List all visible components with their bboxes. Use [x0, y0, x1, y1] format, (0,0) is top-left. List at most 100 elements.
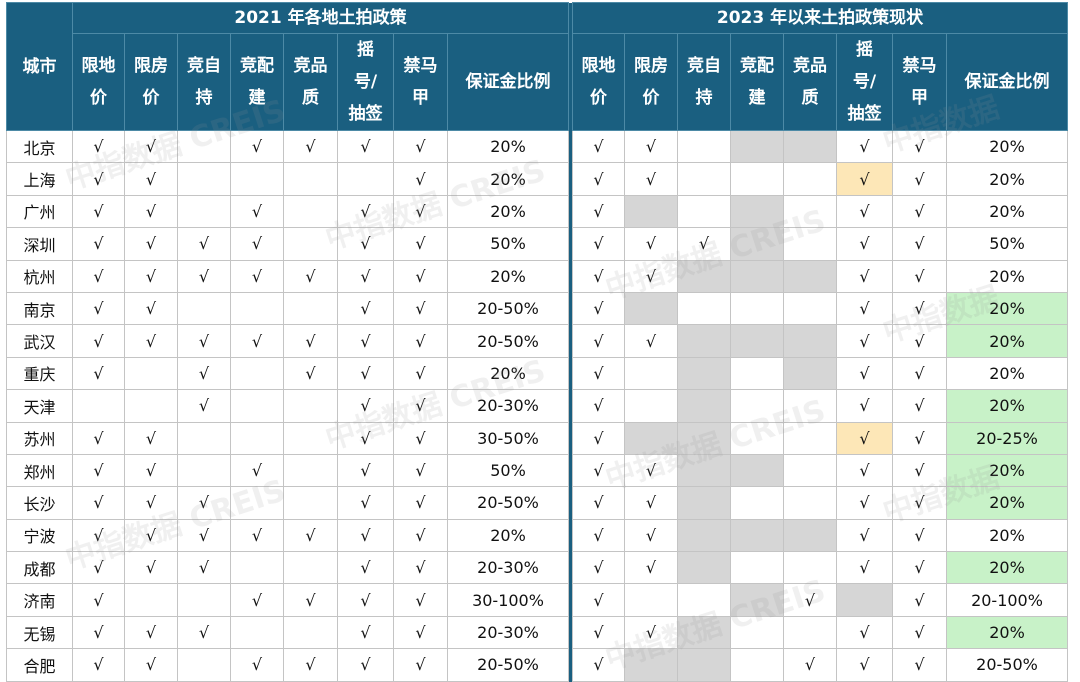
policy-cell-2021	[230, 551, 284, 585]
p2023-column-header: 保证金比例	[946, 33, 1068, 131]
policy-cell-2023: √	[892, 129, 947, 164]
policy-cell-2021: √	[393, 421, 448, 455]
policy-cell-2023	[783, 291, 837, 326]
policy-cell-2023	[730, 227, 784, 261]
policy-cell-2023	[677, 259, 731, 293]
policy-cell-2023: √	[836, 486, 893, 520]
deposit-ratio-2023: 20%	[946, 291, 1068, 326]
policy-cell-2023: √	[836, 356, 893, 391]
policy-cell-2023: √	[836, 648, 893, 682]
policy-cell-2021: √	[337, 583, 394, 617]
city-name: 合肥	[6, 648, 73, 682]
policy-cell-2023: √	[572, 194, 625, 229]
policy-cell-2021: √	[230, 324, 284, 358]
policy-cell-2021: √	[177, 486, 231, 520]
policy-cell-2021: √	[177, 356, 231, 391]
policy-cell-2021: √	[230, 583, 284, 617]
policy-cell-2023	[730, 648, 784, 682]
policy-cell-2021	[230, 162, 284, 196]
policy-cell-2021: √	[230, 194, 284, 229]
deposit-ratio-2023: 20%	[946, 129, 1068, 164]
deposit-ratio-2023: 20%	[946, 194, 1068, 229]
column-header-label: 竞自持	[187, 56, 221, 108]
policy-cell-2021	[177, 453, 231, 488]
policy-cell-2023: √	[572, 518, 625, 553]
land-auction-policy-table: 城市 2021 年各地土拍政策 2023 年以来土拍政策现状 限地价 限房价 竞自持…	[6, 2, 1068, 682]
p2023-column-header: 限房价	[624, 33, 678, 131]
p2021-column-header: 竞品质	[283, 33, 338, 131]
policy-cell-2023	[730, 486, 784, 520]
policy-cell-2021	[283, 389, 338, 423]
policy-cell-2023: √	[572, 421, 625, 455]
policy-cell-2021	[230, 486, 284, 520]
city-name: 重庆	[6, 356, 73, 391]
p2023-column-header: 竞配建	[730, 33, 784, 131]
deposit-ratio-2023: 20%	[946, 389, 1068, 423]
p2021-column-header: 限房价	[124, 33, 178, 131]
group-header-2023: 2023 年以来土拍政策现状	[572, 2, 1068, 34]
deposit-ratio-2021: 20-50%	[447, 648, 569, 682]
group-separator	[568, 260, 573, 293]
group-separator	[568, 551, 573, 584]
policy-cell-2021: √	[283, 324, 338, 358]
policy-cell-2021: √	[337, 421, 394, 455]
policy-cell-2023: √	[892, 291, 947, 326]
table-row: 重庆 √ √ √ √ √ 20% √ √ √ 20%	[6, 356, 1068, 391]
policy-cell-2021: √	[393, 551, 448, 585]
policy-cell-2021: √	[337, 648, 394, 682]
policy-cell-2023: √	[836, 551, 893, 585]
policy-cell-2021: √	[283, 583, 338, 617]
table-body: 北京 √ √ √ √ √ √ 20% √ √ √ √ 20% 上海 √ √ √ 20% √ √ √ √ 20% 广州 √ √ √ √ √…	[6, 129, 1068, 682]
policy-cell-2021: √	[337, 291, 394, 326]
p2021-column-header: 限地价	[72, 33, 125, 131]
policy-cell-2021: √	[230, 227, 284, 261]
policy-cell-2023: √	[892, 551, 947, 585]
policy-cell-2021	[283, 453, 338, 488]
policy-cell-2021: √	[72, 291, 125, 326]
city-name: 济南	[6, 583, 73, 617]
group-separator	[568, 324, 573, 358]
policy-cell-2023	[730, 551, 784, 585]
policy-cell-2021: √	[124, 194, 178, 229]
city-name: 长沙	[6, 486, 73, 520]
group-separator	[568, 195, 573, 228]
group-separator	[568, 422, 573, 455]
policy-cell-2021	[177, 194, 231, 229]
policy-cell-2023	[624, 194, 678, 229]
policy-cell-2023: √	[572, 324, 625, 358]
policy-cell-2023	[730, 389, 784, 423]
policy-cell-2021: √	[283, 259, 338, 293]
table-row: 上海 √ √ √ 20% √ √ √ √ 20%	[6, 162, 1068, 196]
policy-cell-2023: √	[572, 486, 625, 520]
table-header: 城市 2021 年各地土拍政策 2023 年以来土拍政策现状 限地价 限房价 竞自持…	[6, 2, 1068, 131]
policy-cell-2023: √	[892, 389, 947, 423]
policy-cell-2021: √	[72, 194, 125, 229]
policy-cell-2021	[283, 291, 338, 326]
policy-cell-2021	[230, 421, 284, 455]
policy-cell-2023	[783, 551, 837, 585]
policy-cell-2023: √	[892, 648, 947, 682]
policy-cell-2023	[783, 421, 837, 455]
policy-cell-2021: √	[283, 356, 338, 391]
policy-cell-2023: √	[892, 421, 947, 455]
policy-cell-2023: √	[572, 259, 625, 293]
table-row: 济南 √ √ √ √ √ 30-100% √ √ √ 20-100%	[6, 583, 1068, 617]
policy-cell-2023: √	[572, 583, 625, 617]
policy-cell-2023	[677, 615, 731, 650]
policy-cell-2023	[783, 324, 837, 358]
policy-cell-2023: √	[836, 389, 893, 423]
column-header-label: 限房价	[634, 56, 668, 108]
policy-cell-2023	[730, 129, 784, 164]
policy-cell-2021: √	[72, 648, 125, 682]
policy-cell-2021: √	[124, 486, 178, 520]
policy-cell-2021: √	[177, 518, 231, 553]
policy-cell-2023: √	[892, 486, 947, 520]
policy-cell-2021: √	[393, 194, 448, 229]
policy-cell-2023	[730, 291, 784, 326]
policy-cell-2021: √	[177, 389, 231, 423]
policy-cell-2023	[730, 421, 784, 455]
policy-cell-2021: √	[177, 324, 231, 358]
group-separator	[568, 292, 573, 325]
group-separator	[568, 616, 573, 649]
city-name: 郑州	[6, 453, 73, 488]
